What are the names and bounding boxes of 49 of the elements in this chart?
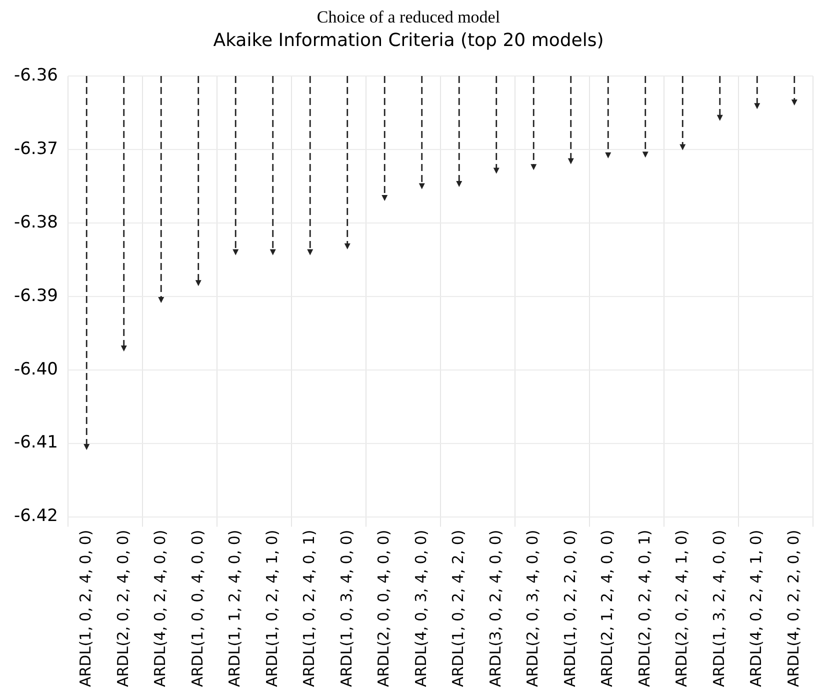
x-tick-label: ARDL(2, 0, 2, 4, 0, 1) <box>635 530 654 688</box>
x-tick-label: ARDL(1, 1, 2, 4, 0, 0) <box>226 530 244 688</box>
x-tick-label: ARDL(2, 0, 2, 4, 1, 0) <box>672 530 691 688</box>
x-tick-label: ARDL(2, 1, 2, 4, 0, 0) <box>598 530 616 688</box>
point <box>493 168 500 174</box>
point <box>568 158 574 164</box>
point <box>680 144 686 150</box>
chart-title: Choice of a reduced model <box>316 8 500 27</box>
point <box>418 183 425 190</box>
point <box>456 180 462 187</box>
point <box>605 152 612 158</box>
x-tick-label: ARDL(4, 0, 3, 4, 0, 0) <box>412 530 430 688</box>
point <box>382 194 388 201</box>
point <box>791 99 798 106</box>
x-tick-label: ARDL(2, 0, 0, 4, 0, 0) <box>374 530 393 688</box>
point <box>158 297 164 304</box>
x-tick-label: ARDL(1, 0, 2, 4, 0, 0) <box>76 530 94 688</box>
x-tick-label: ARDL(1, 0, 3, 4, 0, 0) <box>337 530 356 688</box>
y-tick-label: -6.38 <box>14 212 58 232</box>
point <box>642 152 648 158</box>
point <box>716 114 723 121</box>
x-tick-label: ARDL(1, 0, 0, 4, 0, 0) <box>188 530 206 688</box>
y-tick-label: -6.36 <box>14 65 58 86</box>
x-tick-label: ARDL(4, 0, 2, 2, 0, 0) <box>784 530 802 688</box>
y-tick-label: -6.42 <box>14 506 58 526</box>
y-tick-label: -6.39 <box>14 286 58 306</box>
x-tick-label: ARDL(1, 0, 2, 4, 2, 0) <box>449 530 468 688</box>
point <box>307 249 314 256</box>
x-tick-label: ARDL(2, 0, 2, 4, 0, 0) <box>114 530 132 688</box>
x-tick-label: ARDL(1, 3, 2, 4, 0, 0) <box>710 530 728 688</box>
point <box>232 249 239 256</box>
x-tick-label: ARDL(2, 0, 3, 4, 0, 0) <box>524 530 542 688</box>
x-tick-label: ARDL(3, 0, 2, 4, 0, 0) <box>486 530 504 688</box>
y-tick-label: -6.37 <box>14 138 58 159</box>
y-tick-label: -6.40 <box>14 359 58 380</box>
point <box>120 346 127 352</box>
x-tick-label: ARDL(1, 0, 2, 4, 0, 1) <box>300 530 318 688</box>
x-tick-label: ARDL(1, 0, 2, 2, 0, 0) <box>560 530 579 688</box>
x-tick-label: ARDL(4, 0, 2, 4, 1, 0) <box>747 530 766 688</box>
point <box>754 103 760 110</box>
point <box>195 280 202 286</box>
point <box>530 164 537 170</box>
point <box>84 444 90 450</box>
x-tick-label: ARDL(1, 0, 2, 4, 1, 0) <box>262 530 281 688</box>
chart-subtitle: Akaike Information Criteria (top 20 models) <box>213 30 604 51</box>
y-tick-label: -6.41 <box>14 432 58 453</box>
point <box>270 249 276 256</box>
x-tick-label: ARDL(4, 0, 2, 4, 0, 0) <box>151 530 170 688</box>
point <box>344 243 350 250</box>
